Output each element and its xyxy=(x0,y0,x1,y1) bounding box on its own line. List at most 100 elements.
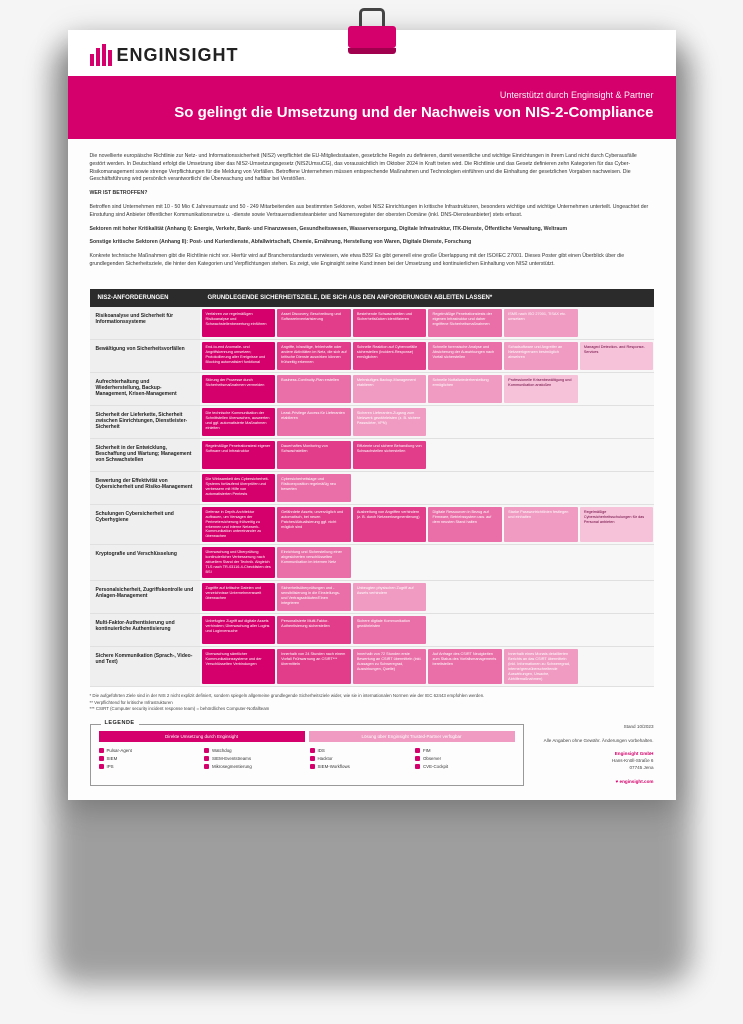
legend-item: FIM xyxy=(415,748,515,753)
row-label: Aufrechterhaltung und Wiederherstellung,… xyxy=(90,373,200,406)
legend-item-icon xyxy=(204,748,209,753)
row-label: Risikoanalyse und Sicherheit für Informa… xyxy=(90,307,200,340)
matrix-header: NIS2-ANFORDERUNGEN GRUNDLEGENDE SICHERHE… xyxy=(90,289,654,307)
legend-item: IPS xyxy=(99,764,199,769)
footnote-3: *** CSIRT (Computer security incident re… xyxy=(90,706,654,712)
matrix-cell xyxy=(580,616,654,644)
logo-text: ENGINSIGHT xyxy=(117,45,239,66)
legend-item-label: Hacktor xyxy=(318,756,333,761)
legend-item-label: Mikrosegmentierung xyxy=(212,764,252,769)
hero: Unterstützt durch Enginsight & Partner S… xyxy=(68,76,676,139)
legend-bar-2: Lösung über Enginsight Trusted-Partner v… xyxy=(309,731,515,742)
matrix-cell: Regelmäßige Penetrationstest eigener Sof… xyxy=(202,441,276,469)
matrix-cell: Unbeugten physischen Zugriff auf Assets … xyxy=(353,583,427,611)
matrix-cell xyxy=(504,547,578,578)
matrix-cell: Angriffe, böswillige, fehlerhafte oder a… xyxy=(277,342,351,370)
legend-item-icon xyxy=(415,764,420,769)
row-cells: Überwachung und Überprüfung kontinuierli… xyxy=(200,545,654,581)
legend-item-icon xyxy=(204,756,209,761)
row-cells: Defense in Depth-Architektur aufbauen, u… xyxy=(200,505,654,546)
meta-addr1: Hans-Knöll-Straße 6 xyxy=(534,758,654,765)
matrix-cell: Sichere digitale Kommunikation gewährlei… xyxy=(353,616,427,644)
hero-title: So gelingt die Umsetzung und der Nachwei… xyxy=(90,104,654,121)
matrix-cell: Managed Detection- and Response-Services xyxy=(580,342,654,370)
meta-addr2: 07745 Jena xyxy=(534,765,654,772)
intro-p5: Konkrete technische Maßnahmen gibt die R… xyxy=(90,253,654,269)
legend-bar-1: Direkte Umsetzung durch Enginsight xyxy=(99,731,305,742)
legend-item: SIEM-Eventstreams xyxy=(204,756,304,761)
matrix-cell: Auf Anfrage des CSIRT Neuigkeiten zum St… xyxy=(428,649,502,685)
matrix-cell: Einrichtung und Sicherstellung einer abg… xyxy=(277,547,351,578)
row-cells: Überwachung sämtlicher Kommunikationssys… xyxy=(200,647,654,688)
legend-item: SIEM-Workflows xyxy=(310,764,410,769)
row-cells: Unbefugten Zugriff auf digitale Assets v… xyxy=(200,614,654,647)
legend-item-label: CVE-Cockpit xyxy=(423,764,448,769)
matrix-cell: Sicherheitsüberprüfungen und -sensibilis… xyxy=(277,583,351,611)
row-cells: Die Wirksamkeit des Cybersicherheit-Syst… xyxy=(200,472,654,505)
matrix-cell: Bestehende Schwachstellen und Sicherheit… xyxy=(353,309,427,337)
matrix-cell xyxy=(428,441,502,469)
row-cells: Verfahren zur regelmäßigen Risikoanalyse… xyxy=(200,307,654,340)
matrix-cell: Cybersicherheitslage und Risikoexpositio… xyxy=(277,474,351,502)
matrix-cell: Regelmäßige Cybersicherheitsschulungen f… xyxy=(580,507,654,543)
matrix-cell: Verfahren zur regelmäßigen Risikoanalyse… xyxy=(202,309,276,337)
legend-item-label: Watchdog xyxy=(212,748,232,753)
row-label: Sicherheit der Lieferkette, Sicherheit z… xyxy=(90,406,200,439)
legend-item-icon xyxy=(310,748,315,753)
legend: LEGENDE Direkte Umsetzung durch Enginsig… xyxy=(90,724,524,786)
matrix-cell: Sicheren Lieferanten-Zugang zum Netzwerk… xyxy=(353,408,427,436)
matrix-cell: Effiziente und sichere Behandlung von Sc… xyxy=(353,441,427,469)
row-label: Bewältigung von Sicherheitsvorfällen xyxy=(90,340,200,373)
intro-p1: Die novellierte europäische Richtlinie z… xyxy=(90,153,654,184)
legend-wrap: LEGENDE Direkte Umsetzung durch Enginsig… xyxy=(68,718,676,786)
legend-item: Mikrosegmentierung xyxy=(204,764,304,769)
legend-item-label: IDS xyxy=(318,748,325,753)
matrix-cell xyxy=(428,408,502,436)
legend-grid: Pulsar-AgentWatchdogIDSFIMSIEMSIEM-Event… xyxy=(99,748,515,769)
row-label: Sichere Kommunikation (Sprach-, Video- u… xyxy=(90,647,200,688)
legend-title: LEGENDE xyxy=(101,720,139,726)
footnotes: * Die aufgeführten Ziele sind in der NIS… xyxy=(68,687,676,717)
matrix-head-right: GRUNDLEGENDE SICHERHEITSZIELE, DIE SICH … xyxy=(200,289,654,307)
matrix-cell: Innerhalb eines Monats detaillierten Ber… xyxy=(504,649,578,685)
matrix-cell: Innerhalb von 72 Stunden erste Bewertung… xyxy=(353,649,427,685)
binder-clip xyxy=(348,6,396,58)
matrix-cell: Ausbreitung von Angriffen verhindern (z.… xyxy=(353,507,427,543)
matrix-cell: Überwachung sämtlicher Kommunikationssys… xyxy=(202,649,276,685)
row-label: Schulungen Cybersicherheit und Cyberhygi… xyxy=(90,505,200,546)
matrix-cell xyxy=(580,649,654,685)
matrix-cell: End-to-end Anomalie- und Angriffskennung… xyxy=(202,342,276,370)
matrix-cell: Regelmäßige Penetrationstests der eigene… xyxy=(428,309,502,337)
matrix-cell: Unbefugten Zugriff auf digitale Assets v… xyxy=(202,616,276,644)
matrix-cell xyxy=(428,547,502,578)
matrix-cell: Mehrstufiges Backup-Management etabliere… xyxy=(353,375,427,403)
matrix-cell xyxy=(428,474,502,502)
legend-item: Observer xyxy=(415,756,515,761)
intro-p3: Sektoren mit hoher Kritikalität (Anhang … xyxy=(90,226,568,232)
legend-item: Watchdog xyxy=(204,748,304,753)
matrix-cell xyxy=(428,583,502,611)
matrix-cell xyxy=(580,309,654,337)
matrix-cell: Zugriffe auf kritische Dateien und verze… xyxy=(202,583,276,611)
matrix-cell: Digitale Ressourcen in Bezug auf Firmwar… xyxy=(428,507,502,543)
matrix-body: Risikoanalyse und Sicherheit für Informa… xyxy=(90,307,654,688)
matrix-cell: Asset Discovery, Beschreibung und Softwa… xyxy=(277,309,351,337)
matrix-cell xyxy=(353,547,427,578)
legend-item: Pulsar-Agent xyxy=(99,748,199,753)
matrix-cell: Starke Passwortrichtlinien festlegen und… xyxy=(504,507,578,543)
matrix-cell xyxy=(504,441,578,469)
matrix-cell: Die technische Kommunikation der Schnitt… xyxy=(202,408,276,436)
matrix-cell: Personalisierte Multi-Faktor-Authentisie… xyxy=(277,616,351,644)
matrix-cell xyxy=(504,474,578,502)
matrix-cell: Die Wirksamkeit des Cybersicherheit-Syst… xyxy=(202,474,276,502)
matrix-cell: Schnelle forensische Analyse und Absiche… xyxy=(428,342,502,370)
legend-item-label: Pulsar-Agent xyxy=(107,748,132,753)
matrix-cell xyxy=(580,408,654,436)
matrix-cell xyxy=(580,441,654,469)
matrix-cell xyxy=(504,616,578,644)
row-cells: Regelmäßige Penetrationstest eigener Sof… xyxy=(200,439,654,472)
legend-item-label: SIEM-Eventstreams xyxy=(212,756,251,761)
matrix-cell: Dauerhaftes Monitoring von Schwachstelle… xyxy=(277,441,351,469)
matrix-head-left: NIS2-ANFORDERUNGEN xyxy=(90,289,200,307)
meta-disclaimer: Alle Angaben ohne Gewähr. Änderungen vor… xyxy=(534,738,654,745)
